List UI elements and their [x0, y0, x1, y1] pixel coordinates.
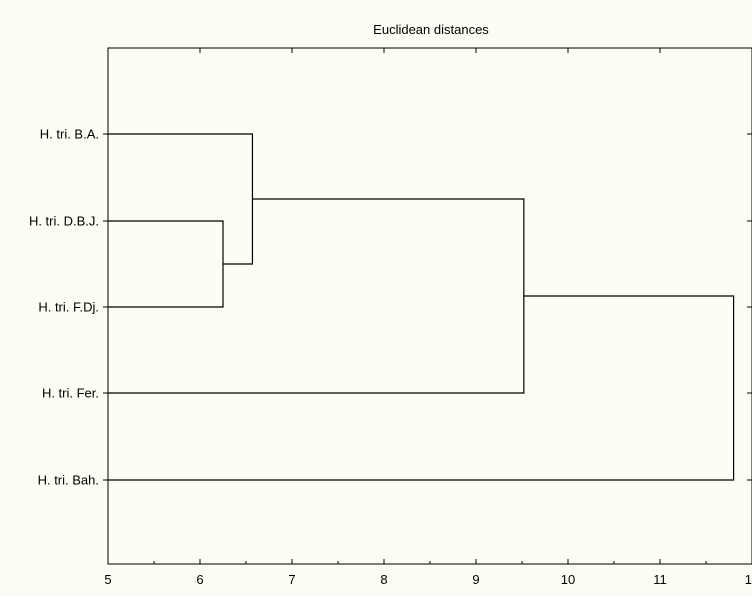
leaf-label: H. tri. Fer.: [42, 386, 99, 401]
x-tick-label: 9: [472, 572, 479, 587]
plot-frame: [107, 47, 752, 565]
dendrogram-merge-branch: [108, 133, 254, 265]
chart-title: Euclidean distances: [373, 22, 489, 37]
dendrogram-branches: [108, 133, 735, 481]
dendrogram-merge-branch: [108, 198, 525, 394]
leaf-label: H. tri. B.A.: [40, 127, 99, 142]
axis-ticks: [107, 48, 752, 564]
dendrogram-merge-branch: [108, 295, 735, 481]
x-tick-label: 5: [104, 572, 111, 587]
dendrogram-merge-branch: [108, 220, 224, 308]
x-axis-tick-labels: 5 6 7 8 9 10 11 12: [104, 572, 752, 587]
x-tick-label: 12: [745, 572, 752, 587]
x-tick-label: 7: [288, 572, 295, 587]
x-tick-label: 11: [653, 572, 667, 587]
leaf-label: H. tri. F.Dj.: [38, 300, 99, 315]
leaf-labels: H. tri. B.A. H. tri. D.B.J. H. tri. F.Dj. H…: [29, 127, 108, 488]
x-tick-label: 6: [196, 572, 203, 587]
x-tick-label: 8: [380, 572, 387, 587]
leaf-label: H. tri. Bah.: [38, 473, 99, 488]
x-tick-label: 10: [561, 572, 575, 587]
leaf-label: H. tri. D.B.J.: [29, 214, 99, 229]
